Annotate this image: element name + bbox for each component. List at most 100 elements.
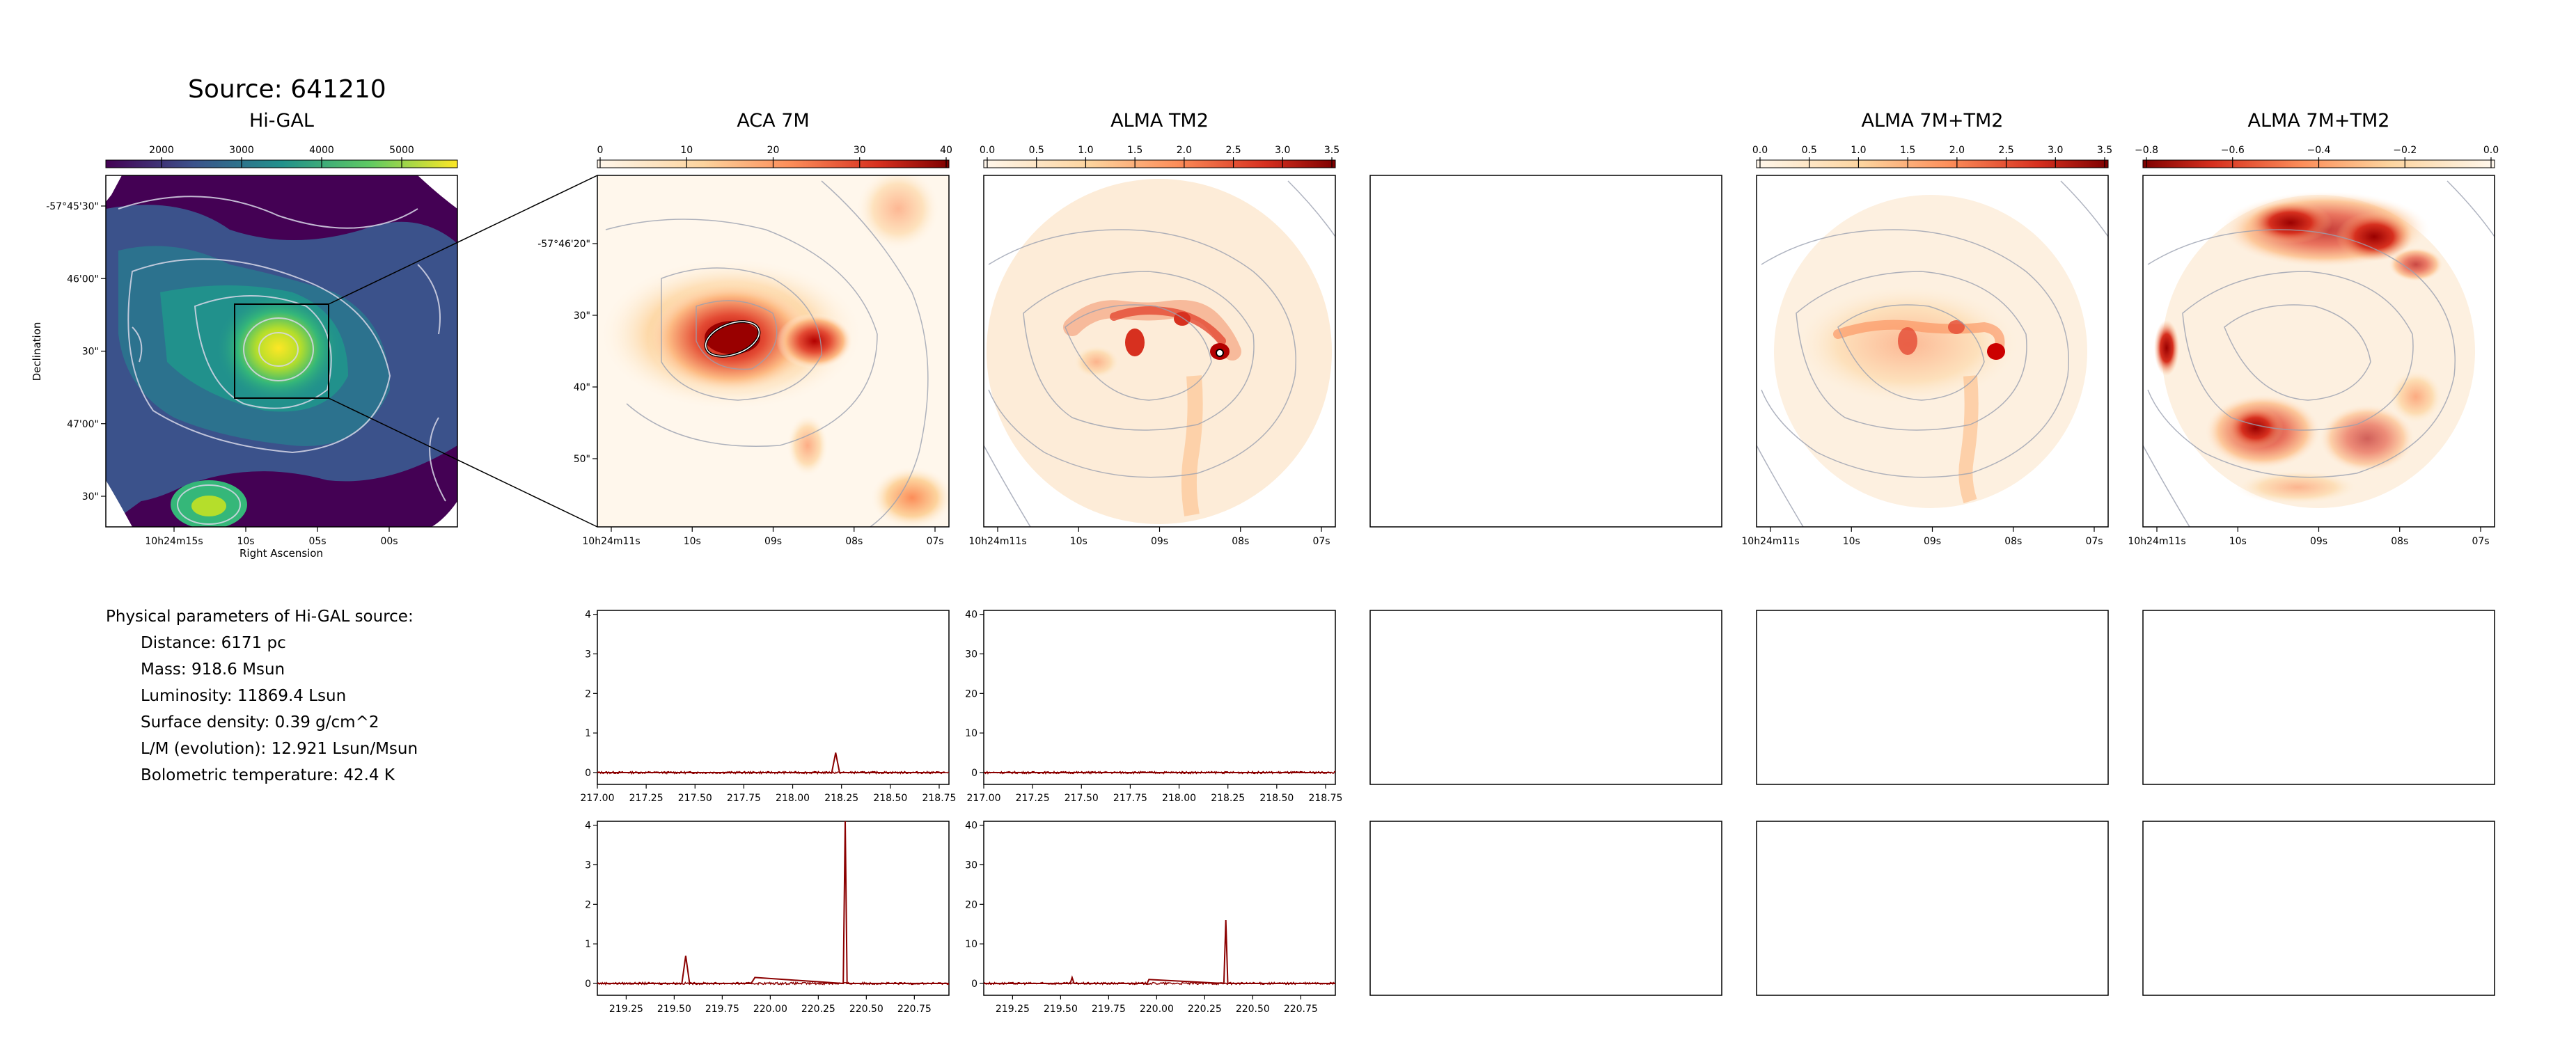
spectrum-ytick-label: 30	[965, 649, 977, 661]
aca7m-y-tick-label: 40"	[574, 382, 590, 393]
aca7m-x-tick-label: 10h24m11s	[582, 536, 640, 547]
spectrum-xtick-label: 217.75	[1113, 793, 1147, 804]
source-title: Source: 641210	[188, 75, 386, 104]
aca7m-y-tick-label: 30"	[574, 310, 590, 322]
combo-x-tick-label: 08s	[2004, 536, 2022, 547]
combo-x-tick-label: 10h24m11s	[1741, 536, 1799, 547]
tm2-colorbar-tick-label: 0.5	[1029, 145, 1044, 156]
panel-title-combo: ALMA 7M+TM2	[1861, 110, 2004, 132]
zoom-line-bottom	[328, 397, 598, 528]
spectrum-ytick-label: 0	[585, 979, 591, 990]
param-luminosity: Luminosity: 11869.4 Lsun	[141, 687, 347, 705]
tm2-colorbar-tick-label: 2.5	[1225, 145, 1241, 156]
spectrum-ytick-label: 3	[585, 860, 591, 871]
spectrum-xtick-label: 219.25	[609, 1004, 643, 1015]
higal-colorbar-tick-label: 4000	[309, 145, 334, 156]
tm2-x-tick-label: 09s	[1151, 536, 1168, 547]
spectrum-xtick-label: 218.25	[1211, 793, 1245, 804]
aca7m-x-tick-label: 10s	[684, 536, 701, 547]
spectrum-ytick-label: 4	[585, 821, 591, 832]
resid-colorbar-tick-label: −0.8	[2135, 145, 2158, 156]
param-distance: Distance: 6171 pc	[141, 634, 286, 652]
higal-xlabel: Right Ascension	[239, 547, 323, 560]
spectrum-frame-empty-1c	[2142, 610, 2495, 785]
tm2-x-tick-label: 10s	[1070, 536, 1087, 547]
spectrum-xtick-label: 218.50	[873, 793, 907, 804]
combo-x-tick-label: 10s	[1843, 536, 1860, 547]
spectrum-ytick-label: 40	[965, 821, 977, 832]
spectrum-ytick-label: 20	[965, 899, 977, 910]
spectrum-ytick-label: 0	[971, 979, 977, 990]
param-lm: L/M (evolution): 12.921 Lsun/Msun	[141, 740, 418, 758]
colorbar-combo	[1756, 159, 2109, 168]
higal-y-tick-label: -57°45'30"	[46, 201, 99, 212]
spectrum-frame-empty-2c	[2142, 821, 2495, 996]
spectrum-line	[597, 752, 945, 773]
spectrum-xtick-label: 220.75	[1284, 1004, 1318, 1015]
spectrum-xtick-label: 219.25	[996, 1004, 1030, 1015]
tm2-colorbar-tick-label: 1.0	[1078, 145, 1093, 156]
higal-x-tick-label: 10h24m15s	[145, 536, 203, 547]
tm2-x-tick-label: 07s	[1312, 536, 1330, 547]
combo-x-tick-label: 07s	[2085, 536, 2103, 547]
higal-y-tick-label: 46'00"	[67, 274, 99, 285]
spectrum-xtick-label: 217.25	[1016, 793, 1050, 804]
spectrum-xtick-label: 218.00	[1162, 793, 1196, 804]
spectrum-ytick-label: 2	[585, 688, 591, 699]
combo-colorbar-tick-label: 2.0	[1949, 145, 1965, 156]
combo-map	[1757, 175, 2108, 527]
combo-colorbar-tick-label: 1.5	[1900, 145, 1915, 156]
tick-layer: 2000 3000 4000 5000-57°45'30"46'00"30"47'00…	[31, 145, 2499, 1015]
spectrum-xtick-label: 217.50	[678, 793, 712, 804]
spectrum-ytick-label: 30	[965, 860, 977, 871]
spectrum-xtick-label: 217.25	[629, 793, 663, 804]
higal-colorbar-tick-label: 2000	[149, 145, 174, 156]
spectrum-frame-empty-2b	[1756, 821, 2109, 996]
colorbar-higal	[105, 159, 458, 168]
combo-colorbar-tick-label: 2.5	[1998, 145, 2013, 156]
aca7m-colorbar-tick-label: 20	[767, 145, 780, 156]
spectrum-ytick-label: 10	[965, 939, 977, 950]
spectrum-ytick-label: 1	[585, 728, 591, 739]
spectrum-frame-tm2-spw1	[983, 610, 1336, 785]
physical-parameters: Physical parameters of Hi-GAL source: Di…	[106, 603, 418, 789]
spectrum-xtick-label: 218.75	[922, 793, 956, 804]
spectrum-xtick-label: 217.50	[1065, 793, 1099, 804]
spectrum-ytick-label: 0	[585, 768, 591, 779]
spectrum-xtick-label: 220.00	[753, 1004, 787, 1015]
combo-colorbar-tick-label: 0.5	[1802, 145, 1817, 156]
aca7m-y-tick-label: -57°46'20"	[537, 239, 590, 250]
spectrum-xtick-label: 220.50	[849, 1004, 883, 1015]
spectrum-xtick-label: 217.00	[581, 793, 615, 804]
spectrum-frame-aca-spw1	[597, 610, 950, 785]
higal-x-tick-label: 10s	[237, 536, 254, 547]
empty-map-panel	[1369, 175, 1722, 528]
combo-colorbar-tick-label: 3.5	[2097, 145, 2112, 156]
spectrum-xtick-label: 219.50	[657, 1004, 691, 1015]
panel-title-higal: Hi-GAL	[249, 110, 314, 132]
resid-colorbar-tick-label: 0.0	[2483, 145, 2499, 156]
spectrum-ytick-label: 4	[585, 610, 591, 621]
spectrum-frame-aca-spw2	[597, 821, 950, 996]
resid-x-tick-label: 10h24m11s	[2128, 536, 2185, 547]
spectrum-xtick-label: 220.50	[1236, 1004, 1270, 1015]
zoom-line-top	[328, 175, 598, 305]
spectrum-xtick-label: 218.25	[824, 793, 858, 804]
tm2-map	[984, 175, 1335, 527]
panel-title-aca7m: ACA 7M	[737, 110, 810, 132]
aca7m-x-tick-label: 07s	[926, 536, 943, 547]
spectrum-line	[984, 919, 1335, 985]
combo-colorbar-tick-label: 0.0	[1752, 145, 1768, 156]
combo-colorbar-tick-label: 1.0	[1851, 145, 1866, 156]
aca7m-x-tick-label: 08s	[845, 536, 863, 547]
spectrum-xtick-label: 219.75	[705, 1004, 739, 1015]
spectrum-xtick-label: 220.25	[1188, 1004, 1222, 1015]
resid-colorbar-tick-label: −0.6	[2221, 145, 2245, 156]
spectrum-xtick-label: 220.25	[801, 1004, 835, 1015]
aca7m-colorbar-tick-label: 10	[680, 145, 693, 156]
resid-colorbar-tick-label: −0.2	[2393, 145, 2417, 156]
higal-map	[106, 175, 457, 527]
spectrum-xtick-label: 220.75	[897, 1004, 932, 1015]
spectrum-ytick-label: 40	[965, 610, 977, 621]
spectrum-xtick-label: 218.75	[1308, 793, 1342, 804]
